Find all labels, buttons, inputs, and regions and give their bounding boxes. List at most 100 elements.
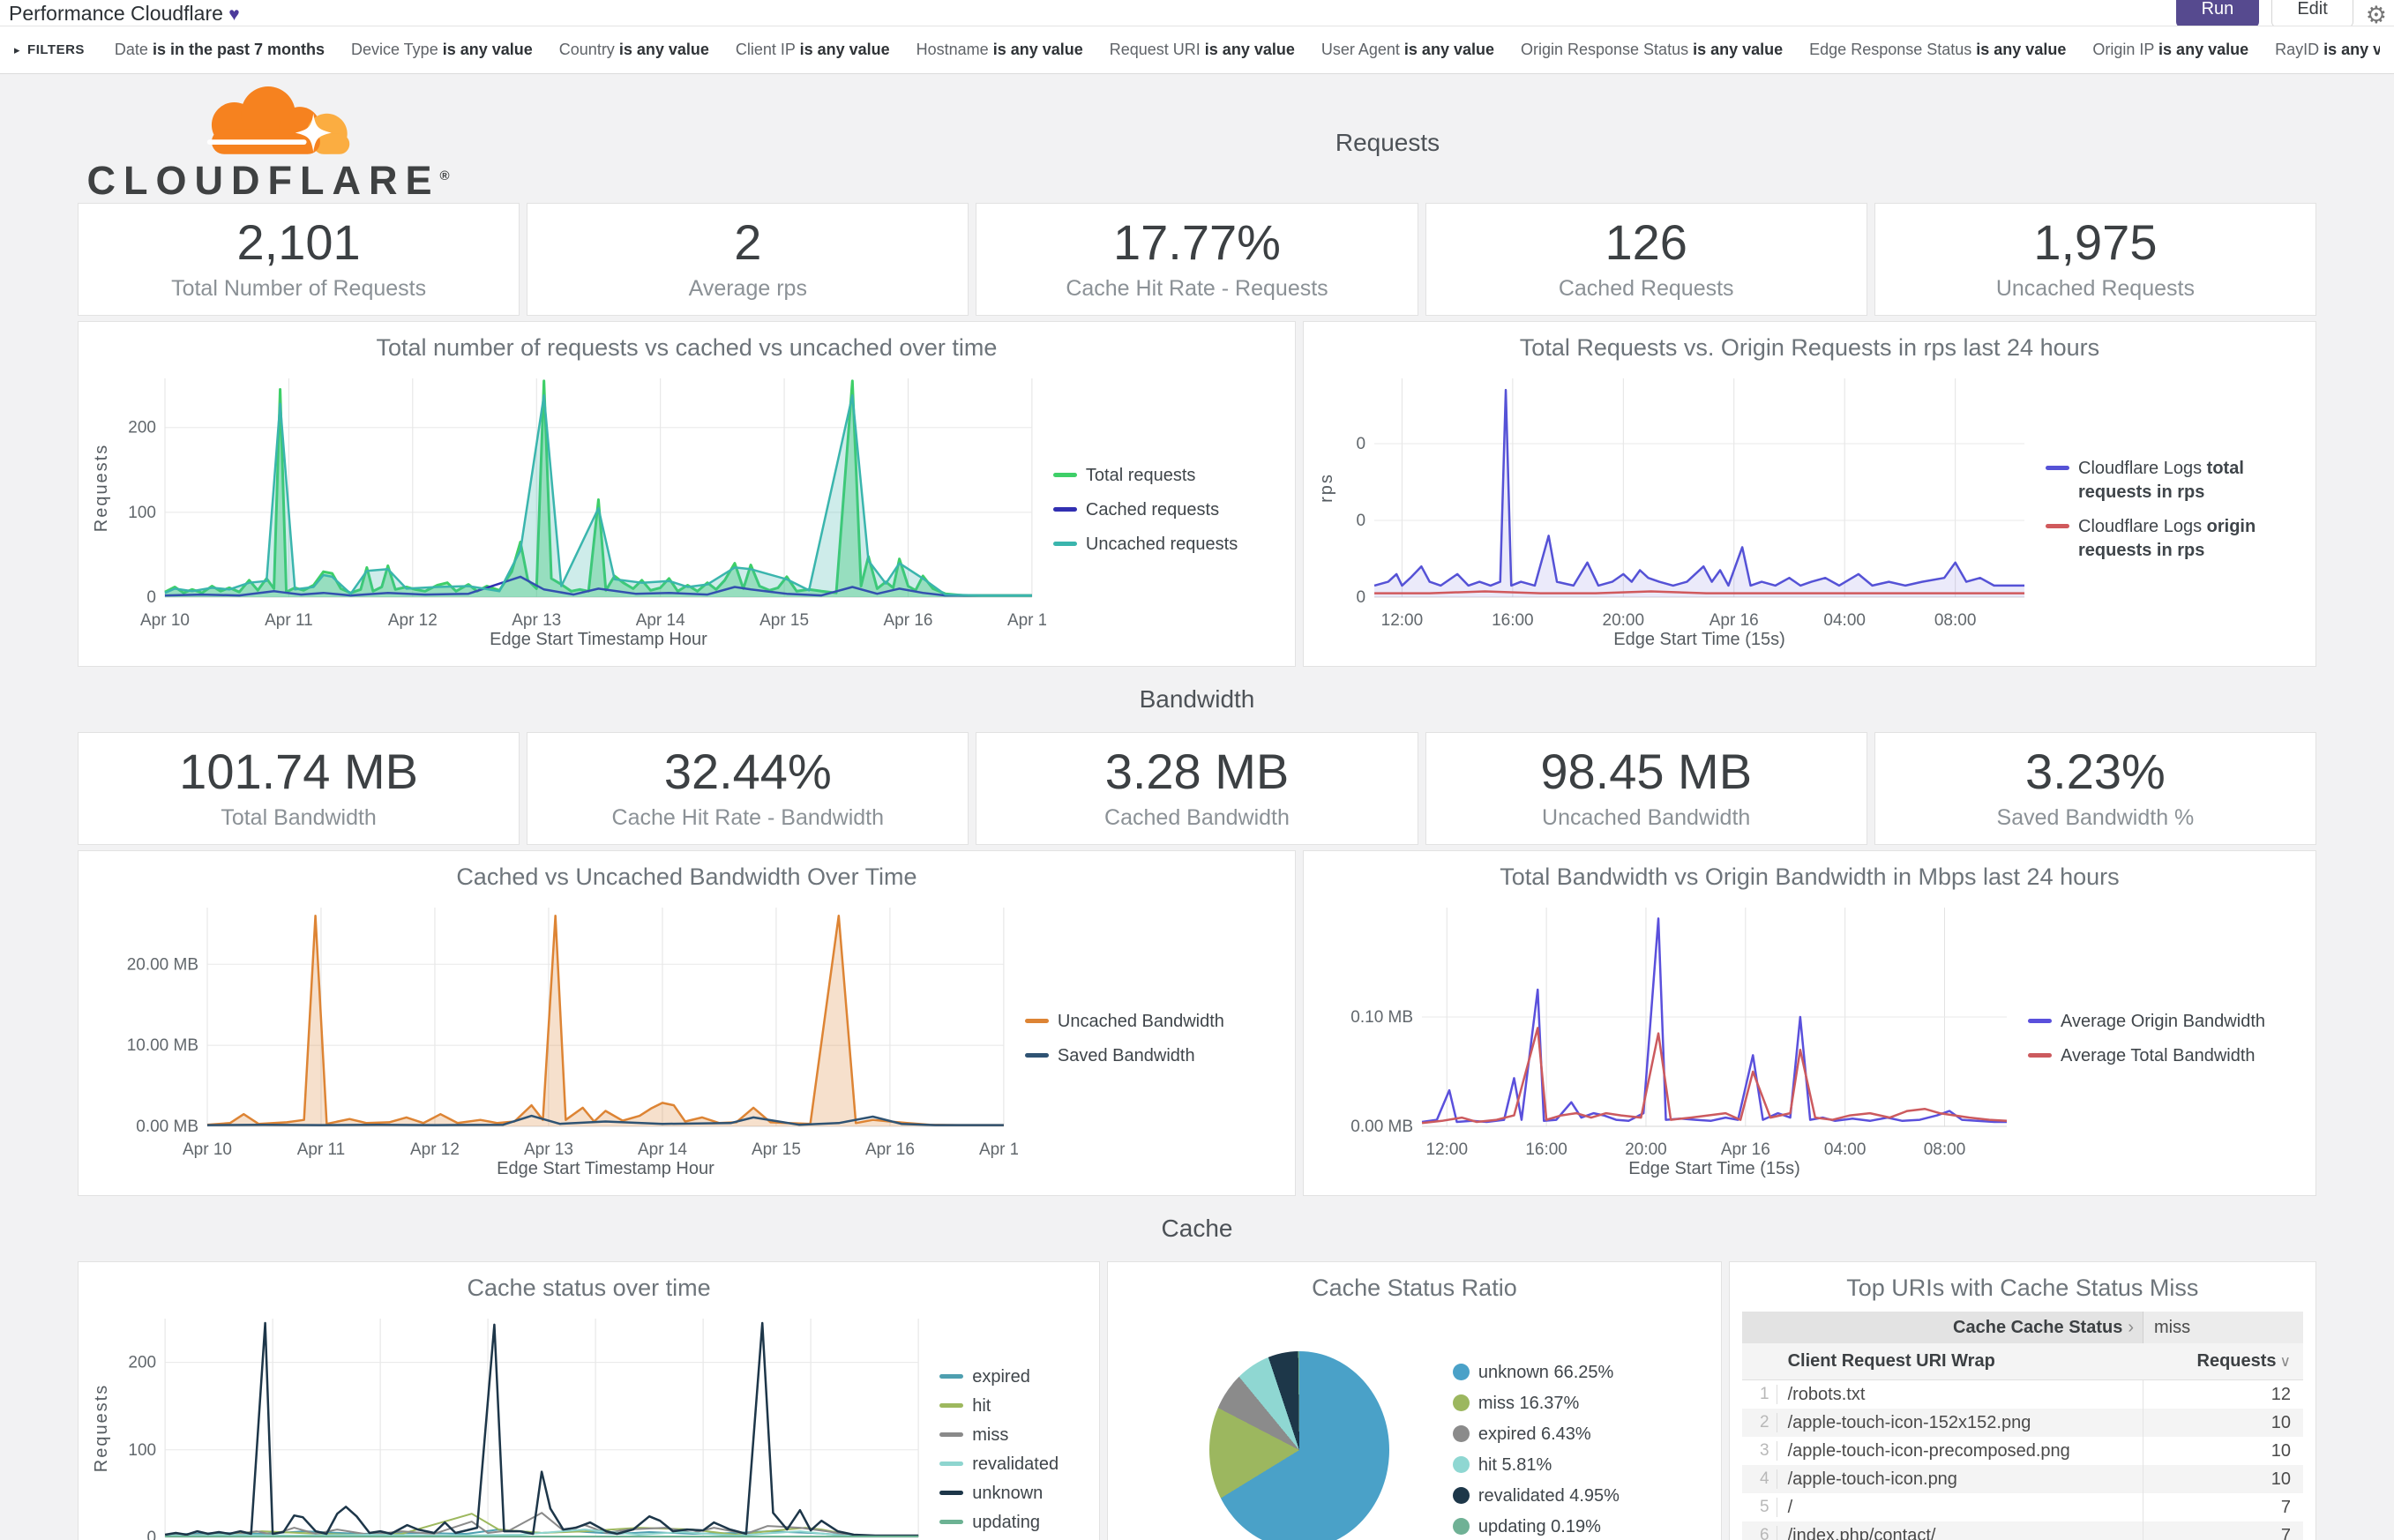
series-cloudflare-logs-origin-requests-in-rps [1373,590,2024,594]
svg-text:20:00: 20:00 [1625,1140,1667,1159]
chart-canvas: 12:00 16:00 20:00 Apr 16 04:00 08:00 0.00 MB 0.… [1316,893,2021,1185]
filter-field: Country [558,41,619,58]
cell-requests: 10 [2143,1409,2303,1437]
chart-title: Cache Status Ratio [1312,1275,1517,1301]
legend-item[interactable]: Uncached Bandwidth [1024,1010,1283,1034]
pie-legend: unknown 66.25% miss 16.37% expired 6.43% hi… [1452,1361,1620,1539]
gear-icon[interactable]: ⚙ [2365,2,2387,26]
legend-item[interactable]: revalidated [939,1453,1087,1476]
series-average-origin-bandwidth [1421,917,2007,1124]
cell-uri[interactable]: /apple-touch-icon-precomposed.png [1787,1440,2070,1461]
svg-text:Apr 16: Apr 16 [884,611,933,630]
legend-dot [1452,1518,1470,1535]
filter-item[interactable]: Client IP is any value [736,41,890,59]
legend-item[interactable]: Average Origin Bandwidth [2028,1010,2303,1034]
column-header-requests[interactable]: Requests ∨ [2196,1351,2291,1371]
cloudflare-logo: CLOUDFLARE® [78,83,459,203]
legend-item[interactable]: Total requests [1052,464,1283,488]
series-unknown [164,1321,919,1537]
kpi-value: 2 [734,214,762,271]
legend-item[interactable]: Saved Bandwidth [1024,1044,1283,1068]
kpi-tile: 101.74 MB Total Bandwidth [78,732,520,845]
chart-legend: Total requests Cached requests Uncached re… [1046,364,1283,655]
svg-text:rps: rps [1317,473,1336,503]
requests-header-row: CLOUDFLARE® Requests [78,83,2316,203]
cell-requests: 7 [2143,1493,2303,1521]
svg-text:12:00: 12:00 [1425,1140,1468,1159]
filter-item[interactable]: Origin IP is any value [2092,41,2248,59]
legend-item[interactable]: revalidated 4.95% [1452,1484,1620,1508]
filter-item[interactable]: Edge Response Status is any value [1809,41,2066,59]
cell-uri[interactable]: /apple-touch-icon.png [1787,1469,1957,1489]
cache-status-pie [1208,1351,1389,1540]
legend-swatch [2028,1053,2052,1058]
legend-item[interactable]: expired [939,1365,1087,1389]
legend-item[interactable]: Uncached requests [1052,533,1283,557]
legend-swatch [939,1432,964,1437]
filter-field: Date [114,41,153,58]
cell-uri[interactable]: /index.php/contact/ [1787,1525,1936,1540]
svg-text:Apr 15: Apr 15 [752,1140,801,1159]
filter-bar: ▸ FILTERS Date is in the past 7 months Dev… [0,26,2394,74]
table-header-row: Client Request URI Wrap Requests ∨ [1741,1343,2303,1380]
svg-text:Apr 16: Apr 16 [1721,1140,1770,1159]
heart-icon: ♥ [228,4,240,25]
legend-item[interactable]: miss [939,1424,1087,1447]
legend-swatch [2046,466,2069,470]
filter-item[interactable]: Country is any value [559,41,709,59]
svg-text:0.00 MB: 0.00 MB [136,1118,198,1136]
legend-label: Average Total Bandwidth [2061,1046,2256,1065]
svg-text:Edge Start Time (15s): Edge Start Time (15s) [1613,630,1785,649]
legend-label: hit 5.81% [1478,1455,1552,1475]
filter-item[interactable]: Hostname is any value [916,41,1083,59]
chart-title: Top URIs with Cache Status Miss [1846,1275,2199,1301]
legend-item[interactable]: miss 16.37% [1452,1392,1620,1416]
legend-label: Uncached Bandwidth [1057,1012,1224,1031]
svg-text:Edge Start Timestamp Hour: Edge Start Timestamp Hour [497,1159,714,1178]
svg-text:0.00 MB: 0.00 MB [1350,1118,1413,1136]
chart-legend: Average Origin Bandwidth Average Total Ba… [2021,893,2303,1185]
legend-item[interactable]: hit 5.81% [1452,1454,1620,1477]
legend-item[interactable]: updating [939,1511,1087,1535]
filter-item[interactable]: Device Type is any value [351,41,533,59]
svg-text:04:00: 04:00 [1824,1140,1867,1159]
legend-label: Saved Bandwidth [1057,1046,1195,1065]
filter-item[interactable]: Date is in the past 7 months [115,41,325,59]
kpi-label: Cached Bandwidth [1104,804,1290,830]
pivot-value: miss [2143,1312,2303,1343]
cell-uri[interactable]: /apple-touch-icon-152x152.png [1787,1412,2031,1432]
legend-item[interactable]: Cloudflare Logs total requests in rps [2046,457,2303,505]
legend-item[interactable]: Cached requests [1052,498,1283,522]
legend-item[interactable]: updating 0.19% [1452,1515,1620,1539]
legend-item[interactable]: unknown [939,1482,1087,1506]
legend-item[interactable]: unknown 66.25% [1452,1361,1620,1385]
filter-field: Edge Response Status [1809,41,1977,58]
cell-uri[interactable]: /robots.txt [1787,1384,1866,1404]
legend-item[interactable]: Average Total Bandwidth [2028,1044,2303,1068]
svg-text:Apr 14: Apr 14 [636,611,685,630]
legend-swatch [939,1520,964,1524]
cell-requests: 7 [2143,1521,2303,1540]
filter-condition: is any value [1976,41,2067,58]
row-number: 4 [1742,1469,1777,1489]
svg-text:Apr 14: Apr 14 [638,1140,687,1159]
legend-item[interactable]: expired 6.43% [1452,1423,1620,1447]
legend-swatch [2028,1019,2052,1023]
filter-item[interactable]: RayID is any valu... [2275,41,2380,59]
cell-uri[interactable]: / [1787,1497,1793,1517]
edit-button[interactable]: Edit [2271,0,2353,26]
kpi-value: 1,975 [2033,214,2158,271]
filter-item[interactable]: Origin Response Status is any value [1521,41,1783,59]
svg-text:Apr 10: Apr 10 [183,1140,232,1159]
filter-condition: is any value [618,41,709,58]
filter-field: Device Type [350,41,443,58]
kpi-tile: 3.23% Saved Bandwidth % [1874,732,2316,845]
legend-item[interactable]: hit [939,1394,1087,1418]
run-button[interactable]: Run [2175,0,2260,26]
filter-item[interactable]: Request URI is any value [1110,41,1295,59]
legend-label: Uncached requests [1085,534,1238,554]
legend-item[interactable]: Cloudflare Logs origin requests in rps [2046,515,2303,563]
filters-toggle[interactable]: ▸ FILTERS [14,42,85,57]
legend-dot [1452,1425,1470,1442]
filter-item[interactable]: User Agent is any value [1321,41,1494,59]
